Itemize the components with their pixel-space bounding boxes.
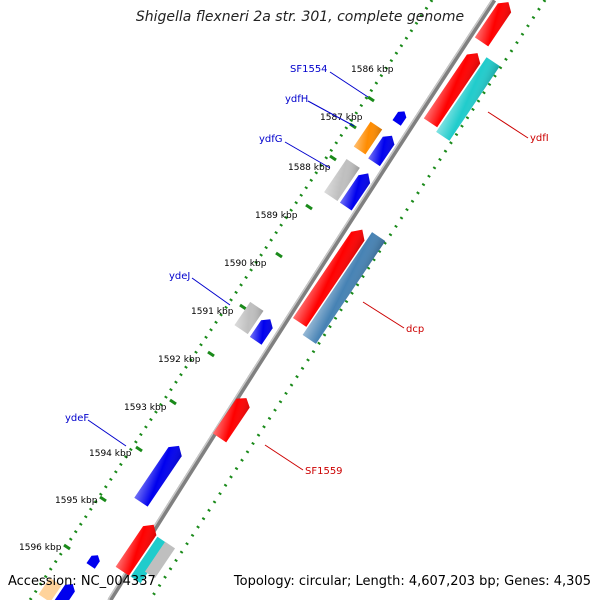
feature-blue-arrow[interactable] [249, 315, 276, 345]
scale-label: 1588 kbp [288, 163, 331, 173]
scale-label: 1586 kbp [351, 65, 394, 75]
feature-ydfG[interactable] [324, 158, 360, 202]
scale-label: 1590 kbp [224, 259, 267, 269]
map-title: Shigella flexneri 2a str. 301, complete … [135, 9, 465, 25]
genome-summary-text: Topology: circular; Length: 4,607,203 bp… [233, 574, 591, 589]
callout-lines [87, 71, 529, 471]
gene-labels: SF1554 ydfH ydfG ydeJ ydeF ydfI dcp SF15… [65, 64, 549, 477]
inner-tick-track [28, 0, 434, 601]
scale-label: 1587 kbp [320, 113, 363, 123]
gene-label-ydfG[interactable]: ydfG [259, 134, 283, 145]
inner-strand-features [38, 109, 408, 604]
feature-red[interactable] [115, 520, 161, 576]
feature-ydeF[interactable] [134, 441, 185, 507]
gene-label-ydeJ[interactable]: ydeJ [169, 271, 190, 282]
gene-label-dcp[interactable]: dcp [406, 324, 424, 335]
feature-blue-arrow[interactable] [86, 552, 102, 569]
feature-gray[interactable] [144, 541, 176, 579]
scale-label: 1589 kbp [255, 211, 298, 221]
feature-blue-arrow[interactable] [340, 170, 374, 211]
accession-text: Accession: NC_004337 [8, 574, 156, 589]
gene-label-ydfI[interactable]: ydfI [530, 133, 549, 144]
scale-label: 1595 kbp [55, 496, 98, 506]
scale-label: 1591 kbp [191, 307, 234, 317]
scale-label: 1592 kbp [158, 355, 201, 365]
feature-dcp-red[interactable] [293, 225, 369, 327]
scale-label: 1596 kbp [19, 543, 62, 553]
feature-cyan[interactable] [130, 536, 168, 584]
genome-backbone-highlight [107, 0, 493, 601]
scale-label: 1594 kbp [89, 449, 132, 459]
feature-SF1559[interactable] [212, 394, 253, 443]
scale-label: 1593 kbp [124, 403, 167, 413]
feature-peach[interactable] [38, 577, 62, 603]
feature-ydeJ[interactable] [234, 301, 264, 335]
feature-ydfI-red[interactable] [423, 49, 484, 128]
gene-label-ydeF[interactable]: ydeF [65, 413, 89, 424]
scale-labels: 1586 kbp 1587 kbp 1588 kbp 1589 kbp 1590… [19, 65, 394, 553]
outer-strand-features [115, 0, 515, 584]
outer-tick-track [148, 0, 547, 601]
gene-label-SF1559[interactable]: SF1559 [305, 466, 343, 477]
feature-red[interactable] [474, 0, 515, 47]
feature-blue-arrow[interactable] [368, 132, 398, 167]
feature-dcp-steel[interactable] [302, 232, 386, 344]
feature-ydfI-cyan[interactable] [436, 57, 500, 141]
genome-backbone [107, 0, 497, 602]
feature-ydfH[interactable] [353, 121, 383, 155]
gene-label-SF1554[interactable]: SF1554 [290, 64, 328, 75]
feature-SF1554[interactable] [392, 109, 408, 126]
gene-label-ydfH[interactable]: ydfH [285, 94, 308, 105]
